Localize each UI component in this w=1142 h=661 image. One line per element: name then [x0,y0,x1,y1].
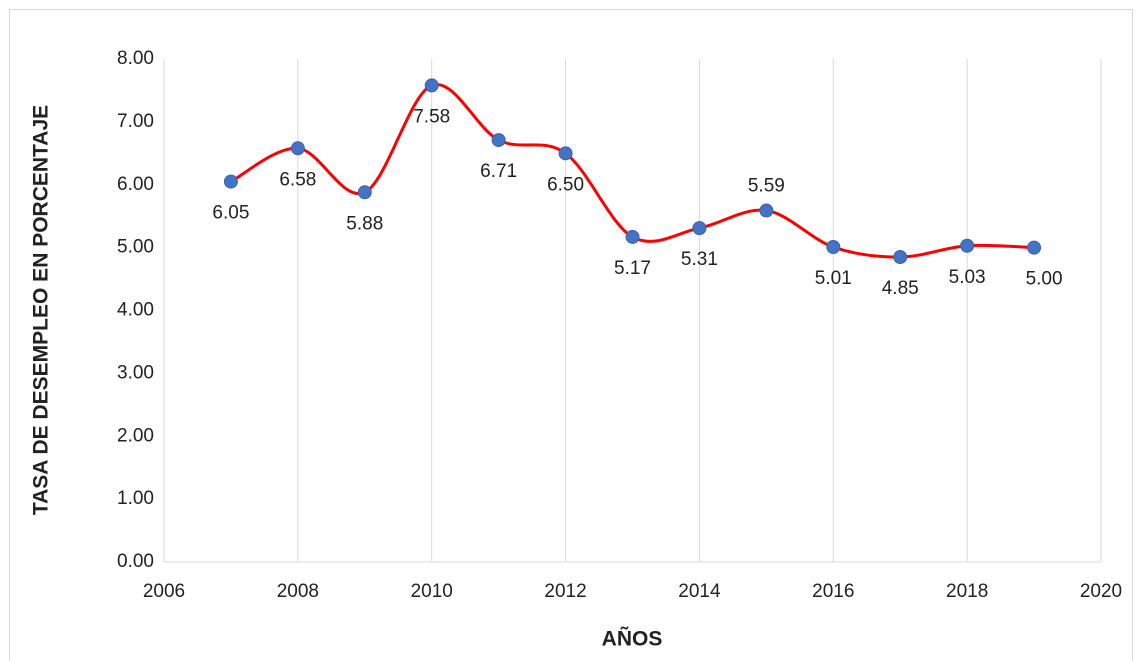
x-tick-label: 2016 [812,581,854,602]
marker [960,238,975,253]
marker [558,146,573,161]
y-tick-label: 3.00 [117,362,154,383]
data-label: 5.01 [815,268,852,289]
y-axis-title: TASA DE DESEMPLEO EN PORCENTAJE [30,105,53,515]
marker [692,221,707,236]
y-tick-label: 7.00 [117,111,154,132]
data-label: 6.71 [480,161,517,182]
y-tick-label: 4.00 [117,300,154,321]
data-label: 6.50 [547,174,584,195]
data-label: 6.58 [279,169,316,190]
data-label: 7.58 [413,106,450,127]
marker [290,141,305,156]
x-tick-label: 2012 [544,581,586,602]
y-tick-label: 8.00 [117,48,154,69]
y-tick-label: 1.00 [117,488,154,509]
data-label: 5.17 [614,258,651,279]
x-tick-label: 2006 [143,581,185,602]
chart-border [9,9,1133,661]
x-tick-label: 2010 [411,581,453,602]
x-tick-label: 2020 [1080,581,1122,602]
y-tick-label: 2.00 [117,425,154,446]
data-label: 5.03 [949,267,986,288]
data-label: 5.31 [681,249,718,270]
x-tick-label: 2014 [678,581,721,602]
marker [826,239,841,254]
marker [357,185,372,200]
data-label: 5.59 [748,176,785,197]
y-tick-label: 5.00 [117,237,154,258]
marker [625,229,640,244]
marker [893,250,908,265]
x-tick-label: 2018 [946,581,988,602]
data-label: 5.00 [1026,269,1063,290]
y-tick-label: 6.00 [117,174,154,195]
data-label: 6.05 [212,203,249,224]
data-label: 5.88 [346,213,383,234]
data-label: 4.85 [882,278,919,299]
y-tick-label: 0.00 [117,551,154,572]
marker [424,78,439,93]
marker [759,203,774,218]
x-tick-label: 2008 [277,581,319,602]
x-axis-title: AÑOS [602,628,663,651]
marker [1027,240,1042,255]
marker [491,133,506,148]
marker [223,174,238,189]
